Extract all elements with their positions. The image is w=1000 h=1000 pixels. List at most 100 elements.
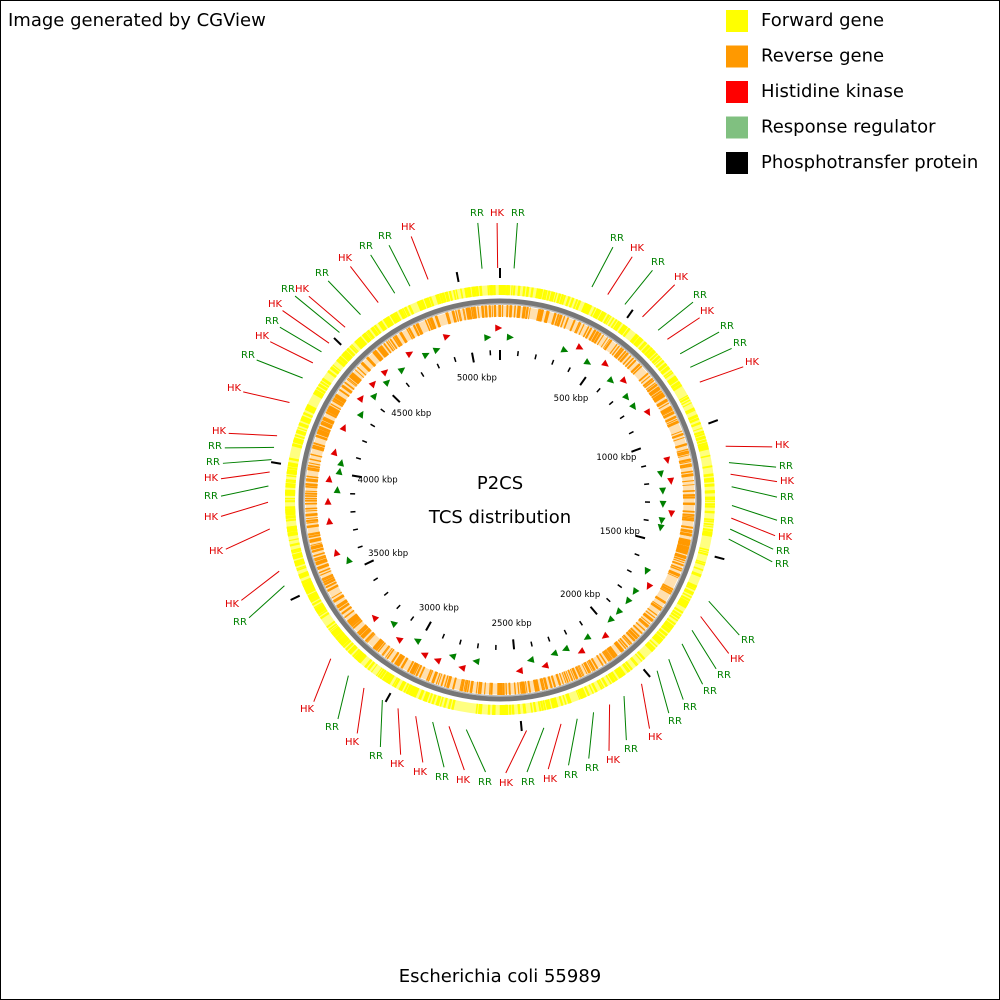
reverse-gene bbox=[588, 329, 596, 341]
forward-gene bbox=[537, 288, 542, 299]
forward-gene bbox=[337, 634, 347, 643]
reverse-gene bbox=[591, 331, 600, 343]
reverse-gene bbox=[668, 569, 681, 576]
reverse-gene bbox=[469, 680, 473, 693]
reverse-gene bbox=[328, 407, 340, 414]
feature-leader bbox=[248, 585, 285, 619]
forward-gene bbox=[373, 324, 382, 335]
reverse-gene bbox=[331, 591, 343, 599]
forward-gene bbox=[308, 593, 319, 601]
reverse-gene bbox=[447, 676, 452, 689]
reverse-gene bbox=[563, 317, 570, 329]
feature-marker bbox=[667, 477, 675, 485]
feature-label: RR bbox=[779, 461, 793, 472]
reverse-gene bbox=[309, 537, 322, 542]
forward-gene bbox=[285, 511, 296, 514]
forward-gene bbox=[556, 293, 562, 304]
reverse-gene bbox=[590, 657, 599, 670]
reverse-gene bbox=[655, 595, 667, 603]
reverse-gene bbox=[409, 662, 416, 674]
reverse-gene bbox=[348, 375, 360, 385]
reverse-gene bbox=[583, 662, 591, 674]
forward-gene bbox=[301, 416, 312, 422]
reverse-gene bbox=[346, 378, 357, 387]
forward-gene bbox=[313, 391, 323, 399]
reverse-gene bbox=[574, 321, 581, 334]
reverse-gene bbox=[613, 347, 623, 358]
forward-gene bbox=[329, 624, 339, 633]
forward-gene bbox=[687, 581, 698, 588]
reverse-gene bbox=[320, 422, 333, 428]
reverse-gene bbox=[682, 510, 695, 513]
forward-gene bbox=[305, 588, 316, 595]
forward-gene bbox=[289, 542, 300, 547]
forward-gene bbox=[420, 299, 427, 310]
reverse-gene bbox=[352, 619, 363, 629]
feature-marker bbox=[601, 631, 610, 639]
reverse-gene bbox=[328, 405, 340, 414]
reverse-gene bbox=[631, 364, 641, 374]
feature-marker bbox=[646, 582, 654, 590]
forward-gene bbox=[297, 427, 308, 432]
forward-gene bbox=[288, 538, 299, 542]
reverse-gene bbox=[623, 634, 633, 645]
center-title: P2CS bbox=[477, 473, 523, 494]
forward-gene bbox=[599, 312, 607, 323]
reverse-gene bbox=[576, 665, 583, 678]
forward-gene bbox=[617, 324, 626, 334]
forward-gene bbox=[310, 596, 320, 603]
reverse-gene bbox=[394, 654, 403, 666]
feature-marker bbox=[583, 358, 592, 365]
feature-label: HK bbox=[780, 476, 795, 487]
forward-gene bbox=[666, 375, 677, 384]
reverse-gene bbox=[604, 339, 613, 351]
reverse-gene bbox=[672, 433, 684, 440]
reverse-gene bbox=[545, 311, 550, 324]
feature-label: RR bbox=[775, 559, 789, 570]
forward-gene bbox=[356, 652, 365, 662]
forward-gene bbox=[698, 444, 709, 450]
forward-gene bbox=[366, 330, 375, 340]
reverse-gene bbox=[347, 377, 358, 386]
forward-gene bbox=[436, 695, 442, 707]
forward-gene bbox=[622, 663, 631, 673]
reverse-gene bbox=[645, 382, 657, 391]
forward-gene bbox=[556, 293, 561, 304]
reverse-gene bbox=[665, 416, 677, 423]
forward-gene bbox=[698, 549, 709, 554]
reverse-gene bbox=[349, 375, 360, 384]
feature-label: RR bbox=[703, 686, 717, 697]
reverse-gene bbox=[435, 315, 442, 328]
forward-gene bbox=[355, 651, 364, 661]
forward-gene bbox=[336, 359, 346, 368]
reverse-gene bbox=[667, 572, 679, 579]
feature-marker bbox=[405, 351, 414, 359]
reverse-gene bbox=[578, 323, 585, 336]
forward-gene bbox=[471, 286, 474, 297]
reverse-gene bbox=[446, 675, 451, 688]
reverse-gene bbox=[679, 460, 692, 465]
forward-gene bbox=[646, 349, 655, 358]
reverse-gene bbox=[676, 450, 690, 456]
reverse-gene bbox=[306, 478, 319, 482]
forward-gene bbox=[703, 520, 714, 523]
reverse-gene bbox=[659, 587, 672, 595]
forward-gene bbox=[598, 311, 606, 322]
feature-label: HK bbox=[745, 357, 760, 368]
reverse-gene bbox=[440, 674, 446, 687]
reverse-gene bbox=[366, 633, 376, 643]
feature-marker bbox=[658, 517, 666, 525]
forward-gene bbox=[517, 704, 521, 715]
reverse-gene bbox=[333, 397, 345, 405]
scale-tick bbox=[641, 465, 647, 468]
forward-gene bbox=[634, 337, 642, 346]
forward-gene bbox=[575, 300, 582, 311]
feature-leader bbox=[679, 331, 720, 355]
forward-gene bbox=[447, 698, 453, 710]
forward-gene bbox=[700, 454, 711, 459]
reverse-gene bbox=[670, 430, 683, 436]
forward-gene bbox=[301, 577, 311, 583]
forward-gene bbox=[685, 584, 696, 591]
reverse-gene bbox=[676, 547, 689, 553]
